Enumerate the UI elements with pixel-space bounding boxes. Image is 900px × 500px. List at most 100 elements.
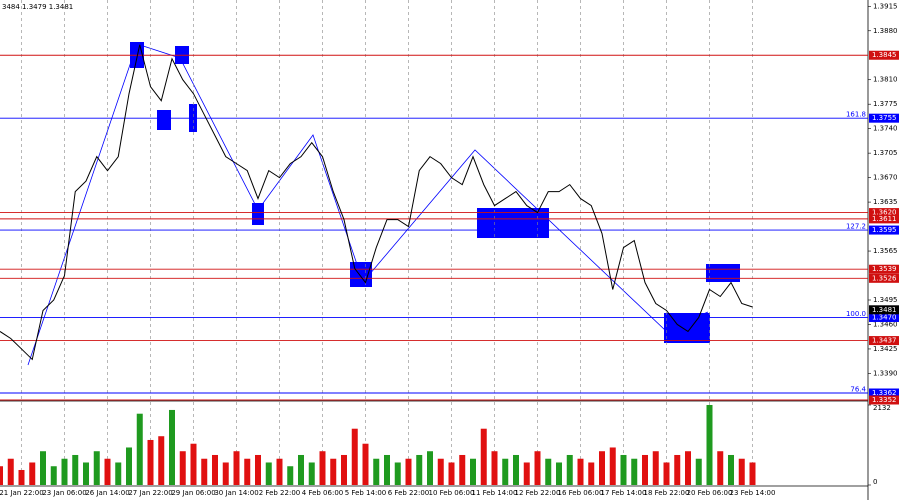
volume-bar	[244, 458, 251, 485]
volume-bar	[83, 462, 89, 485]
volume-bar	[50, 466, 57, 485]
x-tick-label: 27 Jan 22:00	[128, 489, 172, 497]
level-label: 1.3352	[872, 396, 897, 404]
volume-bar	[620, 454, 627, 485]
last-price-label: 1.3481	[872, 306, 897, 314]
volume-bar	[674, 454, 681, 485]
volume-bar	[212, 454, 218, 485]
volume-bar	[502, 458, 509, 485]
y-tick-label: 1.3390	[873, 369, 898, 377]
y-tick-label: 1.3915	[873, 2, 898, 10]
volume-tick-label: 2132	[873, 404, 891, 412]
volume-bar	[631, 458, 638, 485]
volume-bar	[72, 454, 79, 485]
x-tick-label: 18 Feb 22:00	[644, 489, 690, 497]
volume-bar	[738, 458, 745, 485]
y-tick-label: 1.3460	[873, 320, 898, 328]
level-label: 1.3611	[872, 215, 897, 223]
volume-bar	[373, 458, 380, 485]
level-label-box	[869, 388, 899, 398]
x-tick-label: 23 Feb 14:00	[730, 489, 776, 497]
volume-bar	[534, 451, 541, 485]
volume-bar	[706, 405, 713, 485]
x-tick-label: 30 Jan 14:00	[214, 489, 258, 497]
volume-bar	[545, 458, 552, 485]
volume-bar	[588, 462, 595, 485]
level-label: 1.3539	[872, 265, 897, 273]
level-label: 1.3526	[872, 274, 897, 282]
volume-bar	[513, 454, 519, 485]
volume-bar	[717, 451, 724, 485]
volume-bar	[416, 454, 423, 485]
volume-bar	[115, 462, 122, 485]
volume-bar	[577, 458, 584, 485]
level-label-box	[869, 50, 899, 60]
volume-bar	[437, 458, 444, 485]
volume-bar	[61, 458, 68, 485]
x-tick-label: 6 Feb 22:00	[388, 489, 429, 497]
volume-bar	[384, 454, 390, 485]
level-label-box	[869, 336, 899, 346]
level-label-box	[869, 312, 899, 322]
level-label-box	[869, 264, 899, 274]
volume-bar	[523, 462, 530, 485]
volume-bar	[40, 451, 46, 485]
volume-bar	[599, 451, 605, 485]
volume-bar	[341, 454, 347, 485]
level-label: 1.3845	[872, 51, 897, 59]
y-tick-label: 1.3635	[873, 198, 898, 206]
level-label: 1.3755	[872, 114, 897, 122]
volume-bar	[609, 447, 616, 485]
volume-bar	[351, 428, 358, 485]
volume-bar	[319, 451, 326, 485]
volume-bar	[222, 462, 229, 485]
volume-bar	[642, 454, 648, 485]
level-label: 1.3437	[872, 337, 897, 345]
x-tick-label: 21 Jan 22:00	[0, 489, 44, 497]
y-tick-label: 1.3810	[873, 76, 898, 84]
volume-bar	[480, 428, 487, 485]
level-label: 1.3620	[872, 209, 897, 217]
level-label-box	[869, 208, 899, 218]
fib-label: 76.4	[850, 386, 866, 394]
x-tick-label: 29 Jan 06:00	[171, 489, 215, 497]
y-tick-label: 1.3565	[873, 247, 898, 255]
volume-bar	[126, 447, 132, 485]
y-tick-label: 1.3425	[873, 345, 898, 353]
x-tick-label: 20 Feb 06:00	[687, 489, 733, 497]
volume-bar	[308, 462, 315, 485]
x-tick-label: 10 Feb 06:00	[429, 489, 475, 497]
x-tick-label: 26 Jan 14:00	[85, 489, 129, 497]
x-tick-label: 11 Feb 14:00	[472, 489, 518, 497]
volume-bar	[287, 466, 294, 485]
volume-bar	[663, 462, 670, 485]
y-tick-label: 1.3775	[873, 100, 898, 108]
info-text: 3484 1.3479 1.3481	[2, 3, 73, 11]
volume-bar	[330, 458, 337, 485]
fib-label: 161.8	[846, 111, 866, 119]
fib-label: 100.0	[846, 310, 866, 318]
level-label-box	[869, 395, 899, 405]
y-tick-label: 1.3495	[873, 296, 898, 304]
volume-bar	[448, 462, 455, 485]
volume-bar	[749, 462, 756, 485]
x-tick-label: 2 Feb 22:00	[259, 489, 300, 497]
volume-bar	[201, 458, 208, 485]
volume-bar	[728, 454, 734, 485]
x-tick-label: 12 Feb 22:00	[515, 489, 561, 497]
zone	[252, 203, 264, 225]
volume-bar	[276, 458, 283, 485]
volume-bar	[491, 451, 498, 485]
volume-bar	[566, 454, 573, 485]
volume-bar	[136, 413, 143, 485]
level-label-box	[869, 113, 899, 123]
level-label-box	[869, 225, 899, 235]
zone	[706, 264, 740, 282]
volume-bar	[147, 439, 154, 485]
volume-tick-label: 0	[873, 478, 877, 486]
x-tick-label: 23 Jan 06:00	[42, 489, 86, 497]
x-tick-label: 4 Feb 06:00	[302, 489, 343, 497]
level-label: 1.3595	[872, 226, 897, 234]
